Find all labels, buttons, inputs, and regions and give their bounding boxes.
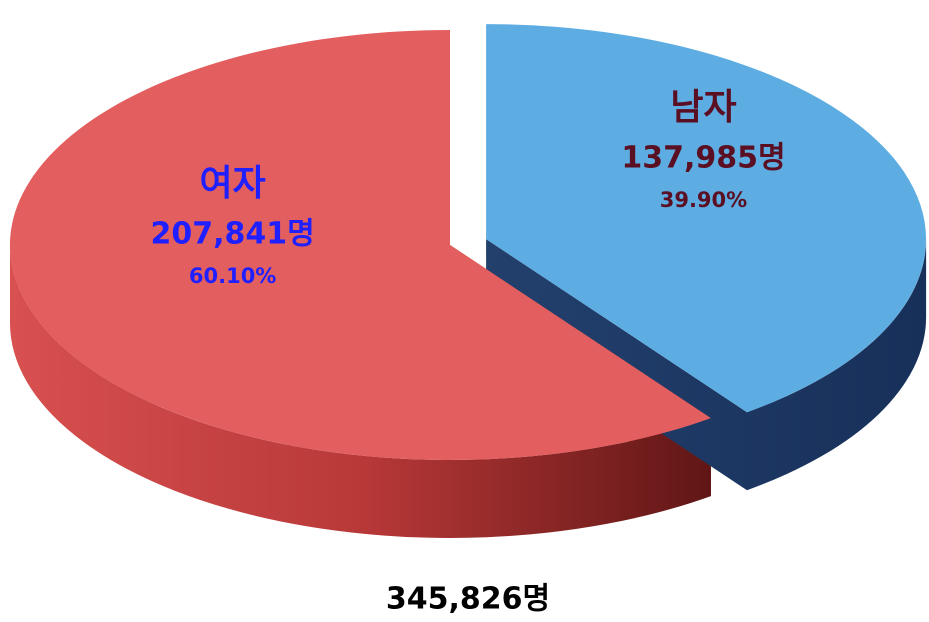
category-label: 남자 — [670, 87, 736, 128]
slice — [9, 29, 711, 461]
pie-tops — [9, 24, 927, 461]
slice-wall — [747, 239, 927, 491]
slice-wall — [10, 245, 711, 538]
category-label: 여자 — [199, 163, 265, 204]
total-label: 345,826명 — [386, 582, 550, 617]
percent-label: 60.10% — [189, 264, 276, 288]
value-label: 207,841명 — [150, 216, 314, 251]
percent-label: 39.90% — [660, 188, 747, 212]
slice — [486, 24, 927, 413]
value-label: 137,985명 — [621, 141, 785, 176]
labels: 남자 137,985명 39.90% 여자 207,841명 60.10% — [150, 87, 785, 288]
